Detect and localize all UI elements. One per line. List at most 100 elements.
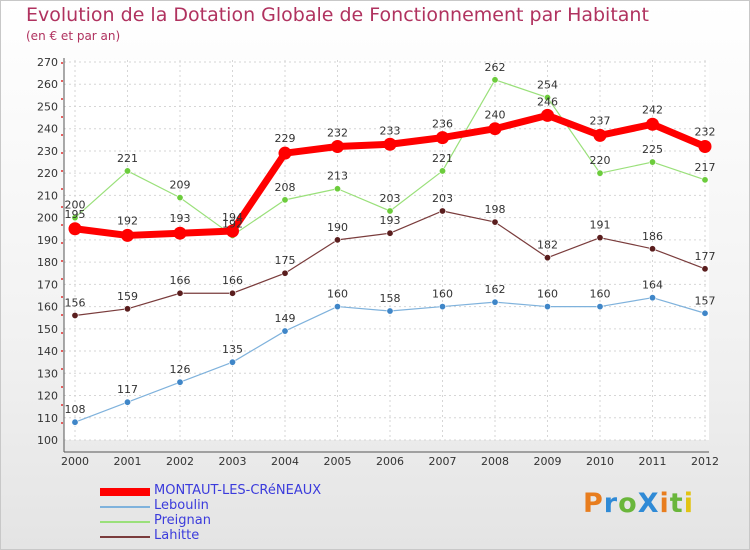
data-label: 213 bbox=[327, 170, 348, 183]
data-point bbox=[488, 122, 502, 136]
x-tick-label: 2006 bbox=[376, 455, 404, 468]
data-point bbox=[333, 303, 341, 311]
data-point bbox=[543, 94, 551, 102]
y-tick-label: 130 bbox=[37, 367, 58, 380]
x-tick-label: 2001 bbox=[114, 455, 142, 468]
x-tick-label: 2012 bbox=[691, 455, 719, 468]
y-tick-label: 150 bbox=[37, 323, 58, 336]
data-point bbox=[176, 194, 184, 202]
data-label: 135 bbox=[222, 343, 243, 356]
data-label: 192 bbox=[117, 214, 138, 227]
y-tick-label: 260 bbox=[37, 78, 58, 91]
x-tick-label: 2011 bbox=[639, 455, 667, 468]
data-label: 126 bbox=[170, 363, 191, 376]
data-label: 162 bbox=[485, 283, 506, 296]
legend-label: Lahitte bbox=[154, 528, 200, 543]
proxiti-logo: ProXiti bbox=[583, 488, 694, 519]
data-label: 193 bbox=[380, 214, 401, 227]
y-tick-label: 190 bbox=[37, 234, 58, 247]
y-tick-label: 230 bbox=[37, 145, 58, 158]
data-point bbox=[701, 176, 709, 184]
data-label: 221 bbox=[117, 152, 138, 165]
data-point bbox=[121, 228, 134, 242]
data-label: 192 bbox=[222, 217, 243, 230]
y-tick-label: 200 bbox=[37, 212, 58, 225]
data-label: 191 bbox=[590, 219, 611, 232]
x-tick-label: 2008 bbox=[481, 455, 509, 468]
data-point bbox=[491, 218, 499, 226]
data-label: 190 bbox=[327, 221, 348, 234]
y-tick-label: 220 bbox=[37, 167, 58, 180]
data-point bbox=[173, 226, 187, 240]
data-point bbox=[438, 207, 446, 215]
y-tick-label: 120 bbox=[37, 390, 58, 403]
y-tick-label: 210 bbox=[37, 189, 58, 202]
logo-letter: X bbox=[637, 488, 660, 519]
y-tick-label: 140 bbox=[37, 345, 58, 358]
data-label: 262 bbox=[485, 61, 506, 74]
y-tick-label: 100 bbox=[37, 434, 58, 447]
data-point bbox=[596, 169, 604, 177]
data-label: 166 bbox=[222, 274, 243, 287]
data-label: 237 bbox=[590, 114, 611, 127]
data-label: 117 bbox=[117, 383, 138, 396]
legend-label: Leboulin bbox=[154, 498, 209, 513]
chart-title: Evolution de la Dotation Globale de Fonc… bbox=[26, 4, 649, 26]
y-tick-label: 180 bbox=[37, 256, 58, 269]
data-point bbox=[226, 224, 239, 238]
data-label: 254 bbox=[537, 79, 558, 92]
y-tick-label: 240 bbox=[37, 123, 58, 136]
data-point bbox=[438, 167, 446, 175]
y-tick-label: 160 bbox=[37, 301, 58, 314]
data-label: 108 bbox=[65, 403, 86, 416]
data-point bbox=[541, 108, 554, 122]
logo-letter: t bbox=[669, 488, 684, 519]
data-point bbox=[176, 289, 184, 297]
x-tick-label: 2000 bbox=[61, 455, 89, 468]
data-label: 159 bbox=[117, 290, 138, 303]
data-point bbox=[333, 185, 341, 193]
legend-swatch bbox=[100, 521, 150, 523]
chart-subtitle: (en € et par an) bbox=[26, 29, 121, 43]
data-label: 220 bbox=[590, 154, 611, 167]
data-label: 160 bbox=[432, 288, 453, 301]
data-point bbox=[596, 234, 604, 242]
data-label: 158 bbox=[380, 292, 401, 305]
data-label: 229 bbox=[275, 132, 296, 145]
data-point bbox=[386, 207, 394, 215]
x-tick-label: 2010 bbox=[586, 455, 614, 468]
logo-letter: P bbox=[583, 488, 604, 519]
data-point bbox=[331, 139, 344, 153]
data-label: 164 bbox=[642, 279, 663, 292]
data-point bbox=[229, 289, 237, 297]
plot-area bbox=[64, 60, 709, 440]
data-label: 149 bbox=[275, 312, 296, 325]
data-label: 200 bbox=[65, 199, 86, 212]
x-tick-label: 2009 bbox=[534, 455, 562, 468]
data-point bbox=[71, 214, 79, 222]
data-label: 203 bbox=[432, 192, 453, 205]
data-point bbox=[281, 269, 289, 277]
data-point bbox=[176, 378, 184, 386]
data-label: 182 bbox=[537, 239, 558, 252]
data-point bbox=[124, 398, 132, 406]
data-label: 166 bbox=[170, 274, 191, 287]
data-label: 157 bbox=[695, 294, 716, 307]
logo-letter: r bbox=[603, 488, 619, 519]
data-label: 160 bbox=[327, 288, 348, 301]
data-point bbox=[701, 309, 709, 317]
data-label: 160 bbox=[590, 288, 611, 301]
data-point bbox=[229, 358, 237, 366]
data-label: 177 bbox=[695, 250, 716, 263]
data-point bbox=[698, 139, 712, 153]
logo-letter: o bbox=[618, 488, 638, 519]
data-label: 175 bbox=[275, 254, 296, 267]
data-label: 240 bbox=[485, 109, 506, 122]
data-point bbox=[68, 222, 82, 236]
logo-letter: i bbox=[659, 488, 670, 519]
legend-label: Preignan bbox=[154, 513, 211, 528]
data-label: 156 bbox=[65, 296, 86, 309]
y-tick-label: 250 bbox=[37, 100, 58, 113]
data-label: 195 bbox=[65, 208, 86, 221]
